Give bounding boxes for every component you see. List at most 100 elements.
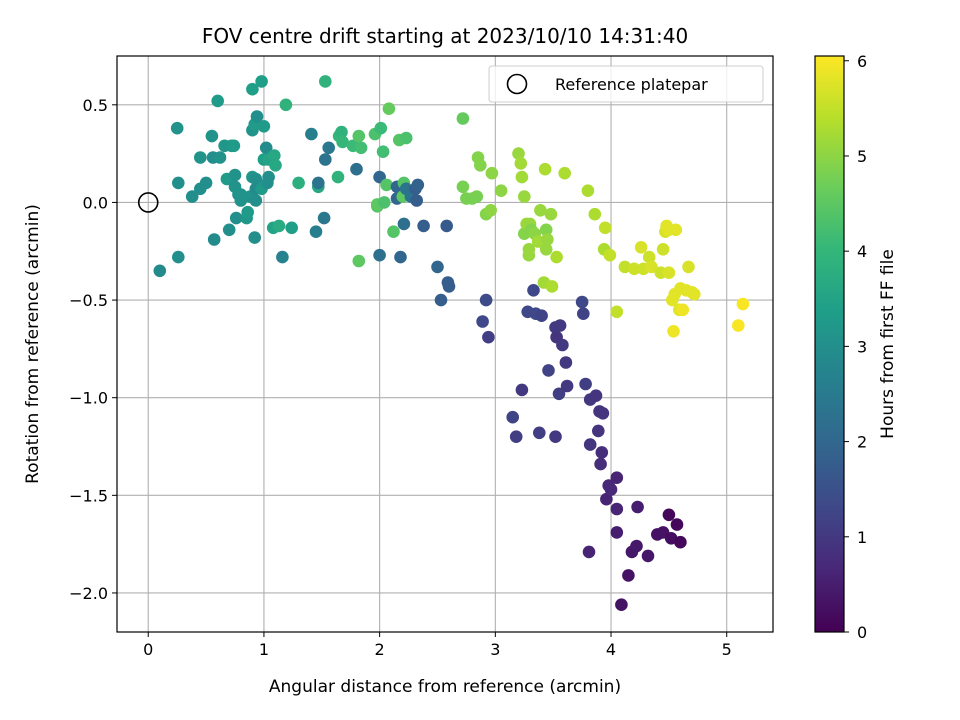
- data-point-84: [394, 250, 407, 264]
- data-point-182: [630, 539, 643, 553]
- data-point-97: [440, 219, 454, 233]
- data-point-211: [688, 287, 701, 301]
- x-axis: 0 1 2 3 4 5: [143, 632, 732, 659]
- colorbar-ticks: 0 1 2 3 4 5 6: [844, 52, 867, 642]
- data-point-10: [207, 233, 221, 246]
- data-point-60: [322, 141, 336, 155]
- colorbar-tick-label-4: 4: [857, 242, 867, 261]
- data-point-42: [262, 170, 275, 184]
- data-point-154: [577, 307, 590, 321]
- data-point-64: [336, 135, 349, 149]
- data-point-88: [399, 131, 413, 145]
- data-point-36: [255, 75, 268, 88]
- data-point-118: [515, 170, 529, 184]
- colorbar-label: Hours from first FF file: [878, 249, 898, 439]
- data-point-176: [610, 502, 624, 516]
- data-point-166: [596, 407, 610, 420]
- data-point-104: [470, 190, 484, 203]
- data-point-128: [527, 284, 540, 297]
- colorbar-tick-label-0: 0: [857, 623, 867, 642]
- data-point-139: [541, 233, 554, 246]
- data-point-173: [610, 305, 624, 319]
- data-point-40: [259, 141, 273, 155]
- data-point-213: [736, 297, 750, 311]
- data-point-4: [185, 190, 199, 203]
- data-point-15: [222, 223, 236, 237]
- data-point-120: [518, 190, 531, 203]
- data-point-35: [250, 110, 264, 123]
- data-point-61: [331, 170, 345, 184]
- data-point-136: [538, 162, 552, 176]
- data-point-31: [248, 231, 261, 244]
- data-point-150: [558, 166, 571, 180]
- data-point-212: [732, 319, 745, 332]
- data-point-38: [257, 120, 271, 133]
- data-point-80: [387, 225, 400, 238]
- data-point-172: [604, 483, 618, 496]
- data-point-146: [550, 250, 563, 264]
- data-point-195: [662, 508, 676, 522]
- data-point-186: [641, 549, 655, 563]
- data-point-152: [560, 379, 574, 393]
- data-point-125: [522, 248, 536, 262]
- colorbar-tick-label-6: 6: [857, 52, 867, 71]
- data-point-19: [228, 168, 242, 182]
- data-point-100: [456, 112, 470, 125]
- data-point-169: [600, 492, 613, 506]
- data-point-54: [309, 225, 323, 238]
- data-point-47: [269, 159, 282, 172]
- scatter-points: [153, 75, 750, 611]
- data-point-184: [634, 241, 648, 254]
- data-point-69: [354, 141, 368, 155]
- data-point-48: [272, 219, 286, 233]
- reference-platepar-marker: [137, 192, 159, 213]
- data-point-92: [410, 194, 424, 207]
- y-axis: 0.5 0.0 −0.5 −1.0 −1.5 −2.0: [69, 96, 117, 603]
- data-point-153: [575, 295, 589, 309]
- reference-marker-layer: [137, 192, 159, 213]
- data-point-67: [352, 254, 366, 268]
- data-point-141: [544, 207, 558, 221]
- data-point-7: [199, 176, 213, 190]
- data-point-205: [674, 535, 687, 549]
- y-tick-label-1: 0.0: [83, 193, 108, 212]
- data-point-177: [615, 598, 628, 611]
- data-point-58: [319, 75, 332, 88]
- data-point-115: [509, 430, 523, 444]
- data-point-202: [669, 223, 683, 237]
- data-point-148: [553, 319, 567, 332]
- data-point-200: [667, 325, 680, 338]
- data-point-76: [376, 145, 390, 158]
- data-point-107: [476, 315, 489, 328]
- data-point-161: [589, 389, 603, 403]
- data-point-2: [172, 176, 185, 190]
- legend-marker-icon: [506, 73, 528, 95]
- chart-title: FOV centre drift starting at 2023/10/10 …: [202, 24, 688, 48]
- x-tick-label-1: 1: [259, 640, 269, 659]
- data-point-181: [627, 262, 641, 276]
- data-point-165: [595, 446, 609, 459]
- data-point-183: [631, 500, 644, 514]
- data-point-138: [539, 243, 553, 256]
- data-point-25: [241, 205, 254, 219]
- data-point-162: [592, 424, 605, 438]
- data-point-108: [479, 293, 493, 307]
- data-point-78: [380, 178, 393, 192]
- data-point-75: [374, 121, 388, 135]
- data-point-114: [506, 410, 519, 424]
- legend: Reference platepar: [488, 65, 764, 103]
- x-tick-label-4: 4: [606, 640, 616, 659]
- data-point-32: [249, 172, 263, 186]
- data-point-175: [610, 526, 624, 539]
- data-point-157: [582, 545, 596, 559]
- data-point-164: [594, 457, 607, 471]
- y-tick-label-5: −2.0: [69, 584, 108, 603]
- data-point-160: [588, 207, 602, 221]
- data-point-46: [268, 149, 281, 162]
- data-point-52: [292, 176, 305, 190]
- data-point-196: [662, 266, 676, 280]
- data-point-111: [484, 204, 498, 217]
- data-point-56: [312, 176, 325, 190]
